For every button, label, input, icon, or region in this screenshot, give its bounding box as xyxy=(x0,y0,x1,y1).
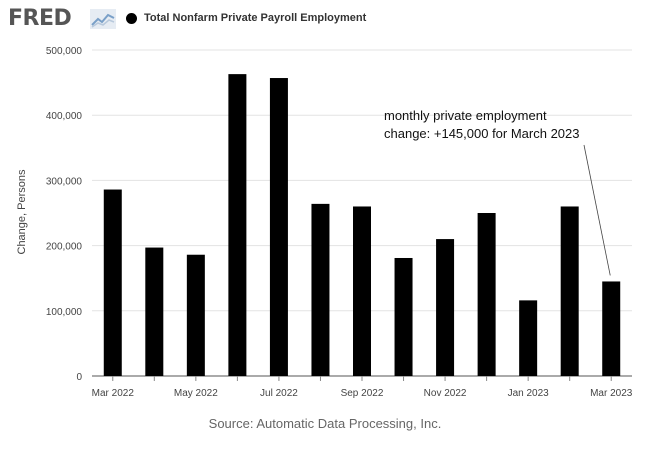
bar[interactable] xyxy=(436,239,455,376)
x-tick-label: Sep 2022 xyxy=(341,388,384,399)
x-tick-label: Mar 2023 xyxy=(590,388,633,399)
legend-label: Total Nonfarm Private Payroll Employment xyxy=(144,12,367,24)
bar[interactable] xyxy=(228,74,247,377)
annotation: monthly private employment change: +145,… xyxy=(384,108,611,276)
line-chart-icon xyxy=(90,9,116,29)
y-tick-label: 100,000 xyxy=(46,307,83,318)
y-tick-label: 500,000 xyxy=(46,46,83,57)
annotation-text-line-1: monthly private employment xyxy=(384,108,547,123)
bar-chart: 0 100,000 200,000 300,000 400,000 500,000 Mar… xyxy=(16,46,633,399)
bar[interactable] xyxy=(519,300,538,376)
x-tick-label: Jan 2023 xyxy=(508,388,550,399)
x-axis-ticks: Mar 2022 May 2022 Jul 2022 Sep 2022 Nov 2022… xyxy=(92,376,633,399)
source-note: Source: Automatic Data Processing, Inc. xyxy=(208,416,442,431)
x-tick-label: Nov 2022 xyxy=(424,388,467,399)
bar[interactable] xyxy=(560,206,579,376)
x-tick-label: Mar 2022 xyxy=(92,388,135,399)
y-tick-label: 300,000 xyxy=(46,176,83,187)
annotation-pointer-line xyxy=(583,144,611,276)
bar[interactable] xyxy=(103,189,122,376)
bar[interactable] xyxy=(353,206,371,376)
y-axis-ticks: 0 100,000 200,000 300,000 400,000 500,000 xyxy=(46,46,83,383)
y-axis-label: Change, Persons xyxy=(16,169,28,254)
bar[interactable] xyxy=(394,257,413,376)
annotation-text-line-2: change: +145,000 for March 2023 xyxy=(384,126,580,141)
y-tick-label: 0 xyxy=(76,372,82,383)
bar[interactable] xyxy=(186,254,205,376)
x-tick-label: Jul 2022 xyxy=(260,388,298,399)
y-tick-label: 400,000 xyxy=(46,111,83,122)
bar[interactable] xyxy=(269,78,288,376)
fred-logo[interactable]: FRED xyxy=(8,6,72,31)
bar[interactable] xyxy=(145,247,164,376)
legend-marker xyxy=(126,13,137,24)
y-tick-label: 200,000 xyxy=(46,242,83,253)
bars xyxy=(103,74,621,377)
chart-header: FRED Total Nonfarm Private Payroll Emplo… xyxy=(0,0,650,40)
x-tick-label: May 2022 xyxy=(174,388,218,399)
bar[interactable] xyxy=(602,281,621,376)
bar[interactable] xyxy=(311,203,330,376)
bar[interactable] xyxy=(477,213,496,376)
